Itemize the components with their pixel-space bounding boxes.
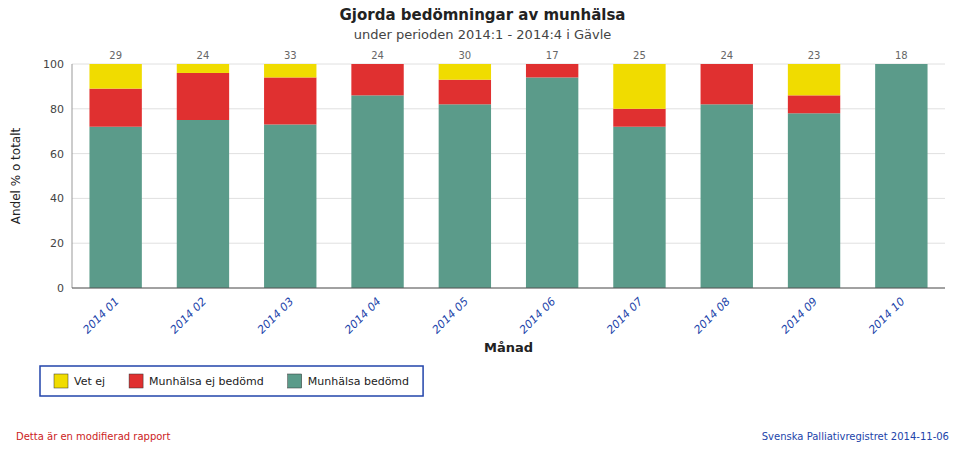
y-tick-label: 0 xyxy=(57,282,64,295)
bar-segment xyxy=(701,64,753,104)
bar-segment xyxy=(875,64,927,288)
y-tick-label: 60 xyxy=(50,148,64,161)
bars xyxy=(89,64,927,288)
title: Gjorda bedömningar av munhälsa xyxy=(340,6,626,24)
bar-segment xyxy=(701,64,753,65)
y-axis: 0 20 40 60 80 100 xyxy=(43,58,72,295)
bar-segment xyxy=(526,64,578,65)
count-label: 18 xyxy=(895,50,908,61)
count-label: 33 xyxy=(284,50,297,61)
bar-segment xyxy=(89,89,141,127)
count-label: 24 xyxy=(371,50,384,61)
x-axis: 2014 01 2014 02 2014 03 2014 04 2014 05 2014 … xyxy=(80,295,907,336)
grid xyxy=(72,64,945,288)
legend-label: Munhälsa ej bedömd xyxy=(149,375,264,388)
bar-segment xyxy=(351,95,403,288)
x-tick-label: 2014 06 xyxy=(517,295,558,336)
x-tick-label: 2014 09 xyxy=(779,295,820,336)
bar-segment xyxy=(177,64,229,73)
count-label: 29 xyxy=(109,50,122,61)
count-label: 17 xyxy=(546,50,559,61)
bar-segment xyxy=(875,64,927,65)
bar-segment xyxy=(613,109,665,127)
legend: Vet ej Munhälsa ej bedömd Munhälsa bedömd xyxy=(40,366,423,396)
bar-segment xyxy=(351,64,403,95)
bar-segment xyxy=(264,64,316,77)
legend-box xyxy=(40,366,423,396)
bar-segment xyxy=(788,64,840,95)
bar-segment xyxy=(875,64,927,65)
chart: Gjorda bedömningar av munhälsa under peri… xyxy=(0,0,965,450)
legend-swatch xyxy=(288,374,302,388)
footnote: Detta är en modifierad rapport xyxy=(16,431,170,442)
grid-line xyxy=(72,288,945,289)
y-axis-line xyxy=(72,64,73,288)
x-tick-label: 2014 01 xyxy=(80,295,121,336)
y-tick-label: 40 xyxy=(50,192,64,205)
x-tick-label: 2014 10 xyxy=(866,295,907,336)
bar-segment xyxy=(439,64,491,80)
legend-label: Vet ej xyxy=(74,375,105,388)
bar-segment xyxy=(613,64,665,109)
bar-segment xyxy=(177,73,229,120)
bar-segment xyxy=(177,120,229,288)
bar-segment xyxy=(788,113,840,288)
bar-segment xyxy=(264,124,316,288)
y-tick-label: 20 xyxy=(50,237,64,250)
x-tick-label: 2014 07 xyxy=(604,295,645,336)
count-label: 25 xyxy=(633,50,646,61)
bar-segment xyxy=(89,64,141,89)
bar-segment xyxy=(351,64,403,65)
footnote: Svenska Palliativregistret 2014-11-06 xyxy=(762,431,949,442)
y-tick-label: 80 xyxy=(50,103,64,116)
legend-swatch xyxy=(129,374,143,388)
legend-swatch xyxy=(54,374,68,388)
y-axis-title: Andel % o totalt xyxy=(9,127,23,224)
count-label: 30 xyxy=(458,50,471,61)
subtitle: under perioden 2014:1 - 2014:4 i Gävle xyxy=(354,27,612,42)
count-label: 24 xyxy=(197,50,210,61)
bar-segment xyxy=(89,127,141,288)
x-tick-label: 2014 02 xyxy=(168,295,209,336)
legend-label: Munhälsa bedömd xyxy=(308,375,409,388)
x-tick-label: 2014 04 xyxy=(342,295,383,336)
bar-segment xyxy=(526,77,578,288)
x-tick-label: 2014 05 xyxy=(430,295,471,336)
bar-segment xyxy=(701,104,753,288)
count-label: 23 xyxy=(808,50,821,61)
bar-segment xyxy=(439,80,491,105)
x-axis-title: Månad xyxy=(484,340,533,355)
count-label: 24 xyxy=(720,50,733,61)
x-axis-line xyxy=(72,288,945,289)
x-tick-label: 2014 03 xyxy=(255,295,296,336)
counts: 29 24 33 24 30 17 25 24 23 18 xyxy=(109,50,907,61)
x-tick-label: 2014 08 xyxy=(692,295,733,336)
bar-segment xyxy=(264,77,316,124)
bar-segment xyxy=(439,104,491,288)
bar-segment xyxy=(788,95,840,113)
bar-segment xyxy=(526,64,578,77)
bar-segment xyxy=(613,127,665,288)
y-tick-label: 100 xyxy=(43,58,64,71)
